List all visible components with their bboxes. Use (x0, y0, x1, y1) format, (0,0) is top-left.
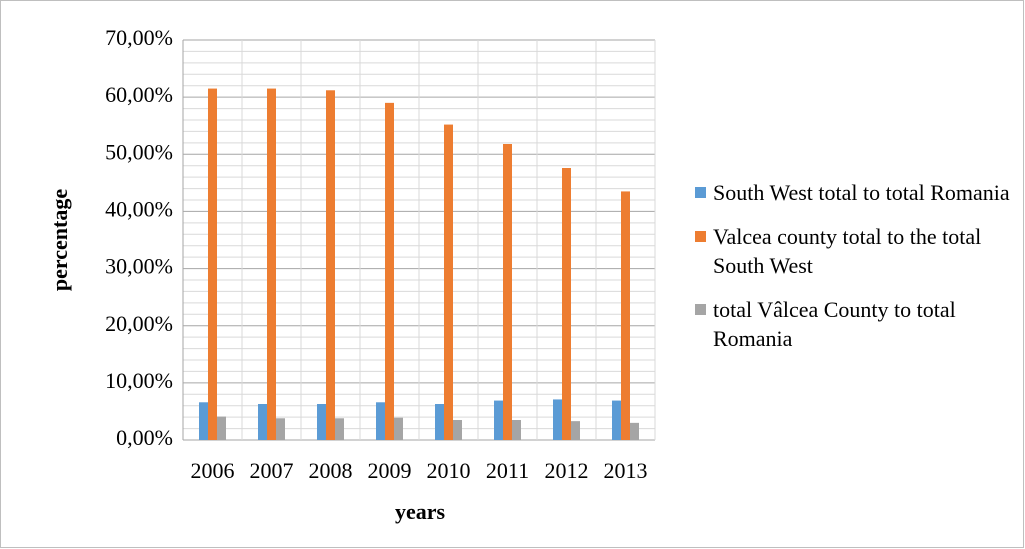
bar (317, 404, 326, 440)
bar (444, 124, 453, 441)
x-tick-label: 2012 (545, 458, 589, 483)
bar (621, 191, 630, 440)
bar (208, 88, 217, 441)
legend-swatch (695, 187, 706, 198)
legend-label: total Vâlcea County to total Romania (713, 297, 956, 351)
x-tick-label: 2010 (427, 458, 471, 483)
y-tick-label: 20,00% (105, 311, 173, 336)
legend-item: Valcea county total to the total South W… (695, 222, 1015, 280)
x-tick-label: 2008 (309, 458, 353, 483)
x-tick-label: 2011 (486, 458, 529, 483)
x-tick-label: 2013 (604, 458, 648, 483)
bar (630, 422, 639, 440)
legend-swatch (695, 304, 706, 315)
bar (562, 168, 571, 440)
y-tick-label: 60,00% (105, 82, 173, 107)
bar (258, 404, 267, 440)
bar (376, 402, 385, 440)
bar (571, 421, 580, 440)
legend-label: Valcea county total to the total South W… (713, 224, 982, 278)
bar (326, 90, 335, 441)
bar (503, 144, 512, 440)
bar (217, 416, 226, 440)
y-axis-label: percentage (47, 189, 72, 291)
x-tick-label: 2007 (250, 458, 294, 483)
bar (394, 417, 403, 440)
bar (553, 399, 562, 440)
legend-label: South West total to total Romania (713, 180, 1010, 205)
x-tick-label: 2009 (368, 458, 412, 483)
y-tick-label: 10,00% (105, 368, 173, 393)
legend-item: total Vâlcea County to total Romania (695, 295, 1015, 353)
x-axis-label: years (395, 499, 446, 524)
y-tick-label: 50,00% (105, 139, 173, 164)
bar (453, 420, 462, 440)
y-tick-label: 70,00% (105, 25, 173, 50)
legend-swatch (695, 231, 706, 242)
x-tick-label: 2006 (191, 458, 235, 483)
bar (494, 400, 503, 440)
y-tick-label: 40,00% (105, 196, 173, 221)
bar (512, 420, 521, 440)
bar (276, 418, 285, 440)
legend: South West total to total Romania Valcea … (695, 178, 1015, 368)
bar (267, 88, 276, 441)
bar (335, 418, 344, 440)
y-tick-label: 30,00% (105, 254, 173, 279)
bar (385, 102, 394, 440)
y-tick-label: 0,00% (116, 425, 173, 450)
bar (612, 400, 621, 440)
bar (435, 404, 444, 440)
bar (199, 402, 208, 440)
legend-item: South West total to total Romania (695, 178, 1015, 207)
